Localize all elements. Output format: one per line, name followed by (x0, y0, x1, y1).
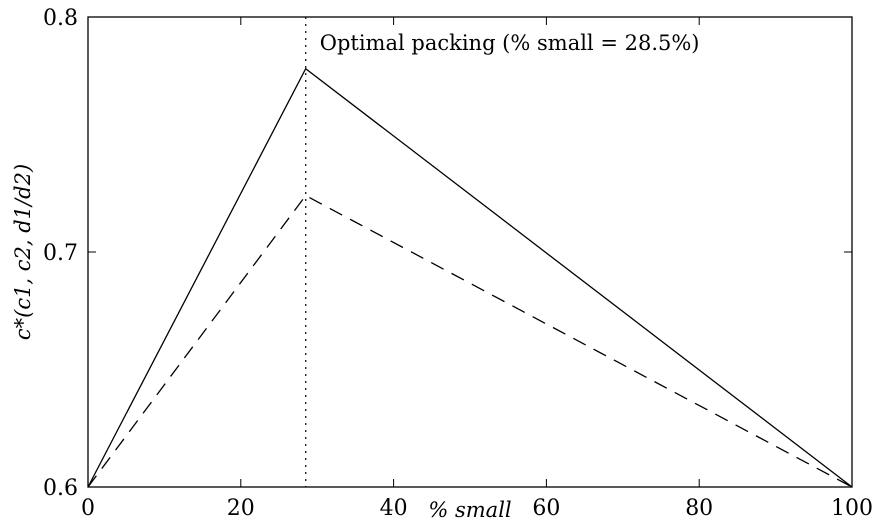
x-tick-label: 40 (380, 496, 408, 521)
series-line-solid (87, 67, 853, 488)
y-tick-label: 0.6 (43, 476, 78, 501)
plot-border (87, 16, 853, 488)
x-tick-label: 60 (532, 496, 560, 521)
x-axis-label: % small (428, 498, 511, 522)
x-tick-label: 80 (685, 496, 713, 521)
y-axis-label: c*(c1, c2, d1/d2) (11, 164, 35, 340)
series-line-dashed (87, 194, 853, 488)
x-tick-label: 100 (831, 496, 872, 521)
tick-labels: 0 20 40 60 80 100 0.6 0.7 0.8 (43, 6, 872, 521)
axis-ticks (87, 16, 853, 488)
plot-frame (87, 16, 853, 488)
x-tick-label: 0 (81, 496, 95, 521)
optimal-packing-annotation: Optimal packing (% small = 28.5%) (320, 31, 700, 55)
y-tick-label: 0.7 (43, 241, 78, 266)
y-tick-label: 0.8 (43, 6, 78, 31)
x-tick-label: 20 (227, 496, 255, 521)
series-layer (87, 17, 853, 488)
